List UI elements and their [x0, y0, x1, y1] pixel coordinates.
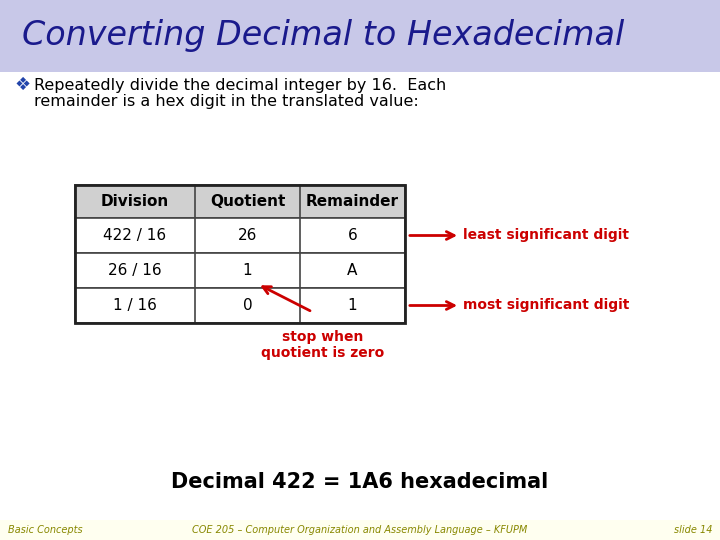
Bar: [75, 253, 405, 288]
Bar: [0, 0, 720, 72]
Bar: [75, 185, 405, 218]
Text: Repeatedly divide the decimal integer by 16.  Each: Repeatedly divide the decimal integer by…: [34, 78, 446, 93]
Text: Remainder: Remainder: [306, 194, 399, 209]
Text: 0: 0: [243, 298, 252, 313]
Text: Basic Concepts: Basic Concepts: [8, 525, 83, 535]
Text: A: A: [347, 263, 358, 278]
Bar: [0, 520, 720, 540]
Text: 422 / 16: 422 / 16: [104, 228, 166, 243]
Text: most significant digit: most significant digit: [463, 299, 629, 313]
Text: remainder is a hex digit in the translated value:: remainder is a hex digit in the translat…: [34, 94, 419, 109]
Bar: [75, 185, 405, 323]
Text: COE 205 – Computer Organization and Assembly Language – KFUPM: COE 205 – Computer Organization and Asse…: [192, 525, 528, 535]
Text: Quotient: Quotient: [210, 194, 285, 209]
Text: ❖: ❖: [14, 76, 30, 94]
Text: slide 14: slide 14: [673, 525, 712, 535]
Text: 6: 6: [348, 228, 357, 243]
Bar: [75, 218, 405, 253]
Text: 26 / 16: 26 / 16: [108, 263, 162, 278]
Text: 1: 1: [243, 263, 252, 278]
Text: least significant digit: least significant digit: [463, 228, 629, 242]
Text: Converting Decimal to Hexadecimal: Converting Decimal to Hexadecimal: [22, 19, 624, 52]
Text: 1: 1: [348, 298, 357, 313]
Bar: [75, 288, 405, 323]
Text: stop when
quotient is zero: stop when quotient is zero: [261, 330, 384, 360]
Text: 1 / 16: 1 / 16: [113, 298, 157, 313]
Text: Decimal 422 = 1A6 hexadecimal: Decimal 422 = 1A6 hexadecimal: [171, 472, 549, 492]
Text: Division: Division: [101, 194, 169, 209]
Text: 26: 26: [238, 228, 257, 243]
